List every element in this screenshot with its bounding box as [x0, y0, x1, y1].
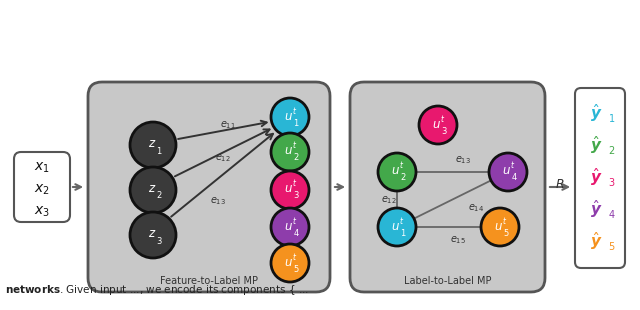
Circle shape [489, 153, 527, 191]
Text: $e_{15}$: $e_{15}$ [450, 234, 466, 246]
Circle shape [271, 208, 309, 246]
FancyBboxPatch shape [14, 152, 70, 222]
Text: $\boldsymbol{\mathit{u}}$: $\boldsymbol{\mathit{u}}$ [431, 117, 440, 131]
FancyBboxPatch shape [350, 82, 545, 292]
Text: $\hat{\boldsymbol{y}}$: $\hat{\boldsymbol{y}}$ [589, 230, 602, 252]
Text: $R$: $R$ [556, 179, 564, 192]
Text: $t$: $t$ [399, 215, 404, 225]
Text: $5$: $5$ [608, 240, 616, 252]
Text: $\boldsymbol{\mathit{x}}_1$: $\boldsymbol{\mathit{x}}_1$ [34, 161, 50, 175]
Text: $e_{13}$: $e_{13}$ [455, 154, 471, 166]
Text: $\boldsymbol{\mathit{u}}$: $\boldsymbol{\mathit{u}}$ [390, 219, 399, 232]
Text: $\boldsymbol{\mathit{z}}$: $\boldsymbol{\mathit{z}}$ [148, 137, 156, 150]
Text: $\boldsymbol{\mathit{u}}$: $\boldsymbol{\mathit{u}}$ [284, 144, 292, 157]
Text: $3$: $3$ [292, 189, 300, 201]
Text: $t$: $t$ [292, 178, 298, 188]
Text: $\boldsymbol{\mathit{x}}_3$: $\boldsymbol{\mathit{x}}_3$ [34, 205, 50, 219]
Circle shape [271, 98, 309, 136]
Text: $1$: $1$ [609, 112, 616, 124]
Text: $\boldsymbol{\mathit{u}}$: $\boldsymbol{\mathit{u}}$ [284, 183, 292, 196]
Circle shape [130, 212, 176, 258]
Text: $2$: $2$ [400, 171, 406, 183]
Text: $\hat{\boldsymbol{y}}$: $\hat{\boldsymbol{y}}$ [589, 134, 602, 156]
Text: $e_{12}$: $e_{12}$ [215, 152, 231, 164]
Circle shape [271, 133, 309, 171]
Text: $\boldsymbol{\mathit{u}}$: $\boldsymbol{\mathit{u}}$ [390, 165, 399, 178]
Text: $3$: $3$ [156, 234, 163, 246]
FancyBboxPatch shape [88, 82, 330, 292]
Text: $1$: $1$ [292, 117, 300, 127]
Text: $2$: $2$ [609, 144, 616, 156]
Text: $\boldsymbol{\mathit{z}}$: $\boldsymbol{\mathit{z}}$ [148, 182, 156, 195]
Text: $t$: $t$ [502, 215, 508, 225]
Text: $5$: $5$ [503, 227, 509, 237]
Text: $t$: $t$ [399, 160, 404, 171]
Text: $\hat{\boldsymbol{y}}$: $\hat{\boldsymbol{y}}$ [589, 166, 602, 188]
Text: $t$: $t$ [510, 160, 516, 171]
Text: $3$: $3$ [441, 125, 447, 135]
Text: $5$: $5$ [292, 263, 300, 273]
Text: $\boldsymbol{\mathit{u}}$: $\boldsymbol{\mathit{u}}$ [502, 165, 511, 178]
Text: $\boldsymbol{\mathit{z}}$: $\boldsymbol{\mathit{z}}$ [148, 227, 156, 240]
Text: $\hat{\boldsymbol{y}}$: $\hat{\boldsymbol{y}}$ [589, 198, 602, 220]
Text: Label-to-Label MP: Label-to-Label MP [404, 276, 492, 286]
Text: $2$: $2$ [292, 152, 300, 162]
Text: $t$: $t$ [440, 113, 445, 123]
Text: $e_{12}$: $e_{12}$ [381, 194, 397, 206]
Circle shape [130, 167, 176, 213]
Text: $1$: $1$ [400, 227, 406, 237]
Text: $t$: $t$ [292, 215, 298, 225]
Text: $\boldsymbol{\mathit{u}}$: $\boldsymbol{\mathit{u}}$ [284, 255, 292, 268]
Circle shape [419, 106, 457, 144]
Text: Feature-to-Label MP: Feature-to-Label MP [160, 276, 258, 286]
Text: $t$: $t$ [292, 104, 298, 116]
Circle shape [481, 208, 519, 246]
Text: $e_{11}$: $e_{11}$ [220, 119, 236, 131]
Text: $\boldsymbol{\mathit{u}}$: $\boldsymbol{\mathit{u}}$ [493, 219, 502, 232]
Text: $1$: $1$ [156, 144, 163, 156]
Circle shape [378, 153, 416, 191]
Circle shape [271, 244, 309, 282]
Text: $2$: $2$ [156, 189, 162, 201]
Text: $\bf{networks}$. Given input ..., we encode its components { ...: $\bf{networks}$. Given input ..., we enc… [5, 283, 309, 297]
Text: $t$: $t$ [292, 140, 298, 150]
Text: $\boldsymbol{\mathit{u}}$: $\boldsymbol{\mathit{u}}$ [284, 109, 292, 122]
Text: $\boldsymbol{\mathit{u}}$: $\boldsymbol{\mathit{u}}$ [284, 219, 292, 232]
Text: $\hat{\boldsymbol{y}}$: $\hat{\boldsymbol{y}}$ [589, 102, 602, 124]
Text: $4$: $4$ [511, 171, 517, 183]
Text: $t$: $t$ [292, 250, 298, 262]
Circle shape [378, 208, 416, 246]
Circle shape [130, 122, 176, 168]
Text: $4$: $4$ [292, 227, 300, 237]
Text: $e_{14}$: $e_{14}$ [468, 202, 484, 214]
FancyBboxPatch shape [575, 88, 625, 268]
Text: $e_{13}$: $e_{13}$ [210, 195, 226, 207]
Circle shape [271, 171, 309, 209]
Text: $4$: $4$ [608, 208, 616, 220]
Text: $\boldsymbol{\mathit{x}}_2$: $\boldsymbol{\mathit{x}}_2$ [34, 183, 50, 197]
Text: $3$: $3$ [608, 176, 616, 188]
